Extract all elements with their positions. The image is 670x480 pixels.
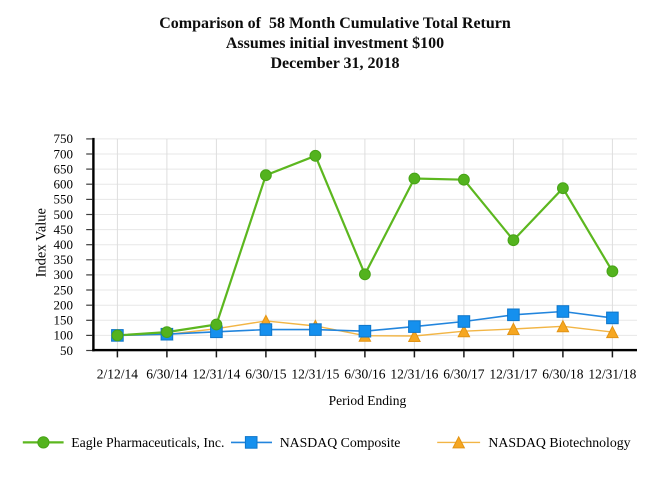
svg-text:6/30/18: 6/30/18 — [542, 367, 584, 382]
svg-text:Comparison of 58 Month Cumula: Comparison of 58 Month Cumulative Total … — [159, 15, 511, 32]
svg-text:Eagle Pharmaceuticals, Inc.: Eagle Pharmaceuticals, Inc. — [71, 435, 224, 450]
svg-text:650: 650 — [54, 161, 74, 176]
svg-text:200: 200 — [54, 298, 74, 313]
svg-text:300: 300 — [54, 267, 74, 282]
svg-text:600: 600 — [54, 177, 74, 192]
svg-text:500: 500 — [54, 207, 74, 222]
svg-text:Period Ending: Period Ending — [329, 393, 407, 408]
svg-text:400: 400 — [54, 237, 74, 252]
svg-text:450: 450 — [54, 222, 74, 237]
svg-text:750: 750 — [54, 131, 74, 146]
svg-text:NASDAQ Biotechnology: NASDAQ Biotechnology — [488, 435, 630, 450]
svg-text:6/30/14: 6/30/14 — [146, 367, 188, 382]
svg-text:12/31/14: 12/31/14 — [192, 367, 240, 382]
svg-text:12/31/15: 12/31/15 — [291, 367, 339, 382]
svg-text:50: 50 — [60, 343, 73, 358]
svg-text:2/12/14: 2/12/14 — [97, 367, 139, 382]
svg-text:6/30/17: 6/30/17 — [443, 367, 485, 382]
svg-text:December 31, 2018: December 31, 2018 — [271, 55, 400, 72]
svg-text:100: 100 — [54, 328, 74, 343]
svg-text:NASDAQ Composite: NASDAQ Composite — [280, 435, 401, 450]
svg-text:250: 250 — [54, 282, 74, 297]
svg-text:Index Value: Index Value — [34, 208, 50, 277]
svg-text:6/30/16: 6/30/16 — [344, 367, 386, 382]
svg-text:12/31/18: 12/31/18 — [588, 367, 636, 382]
svg-text:6/30/15: 6/30/15 — [245, 367, 287, 382]
svg-text:Assumes initial investment $10: Assumes initial investment $100 — [226, 35, 444, 52]
svg-text:700: 700 — [54, 146, 74, 161]
svg-text:550: 550 — [54, 192, 74, 207]
svg-text:12/31/16: 12/31/16 — [390, 367, 438, 382]
svg-text:12/31/17: 12/31/17 — [489, 367, 537, 382]
svg-text:350: 350 — [54, 252, 74, 267]
svg-text:150: 150 — [54, 313, 74, 328]
